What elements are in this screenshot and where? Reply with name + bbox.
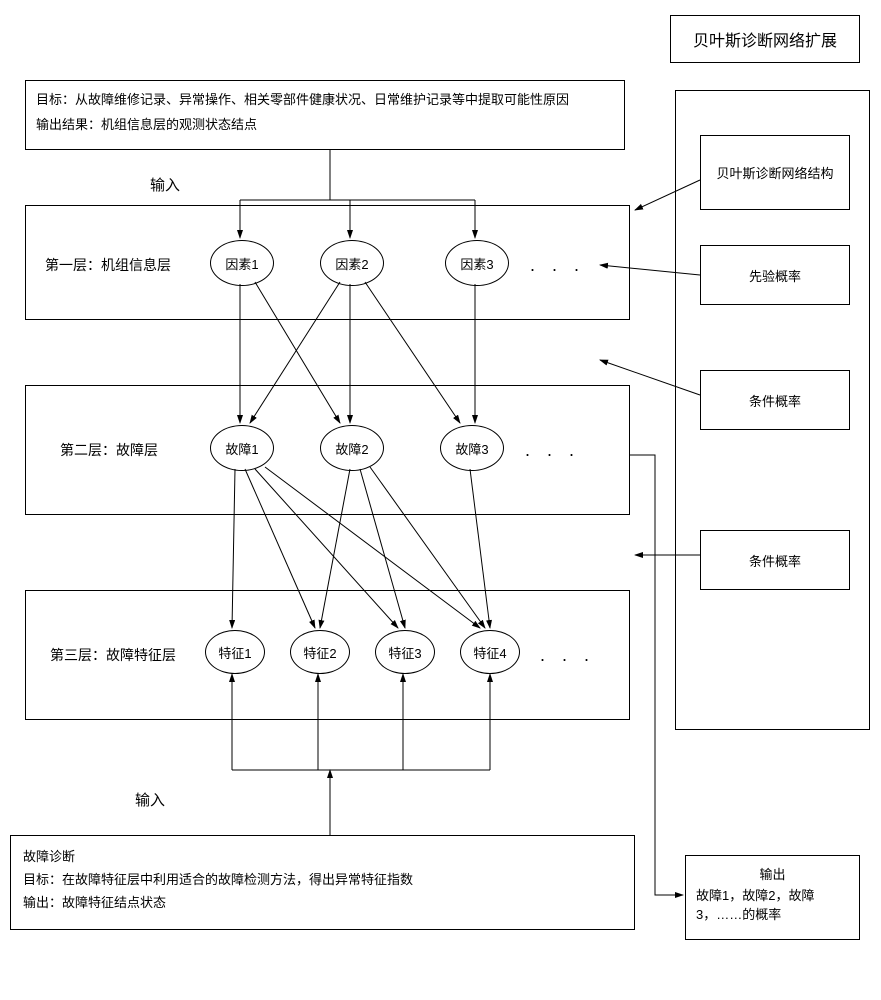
layer2-label: 第二层：故障层 bbox=[60, 440, 158, 461]
right-box1: 贝叶斯诊断网络结构 bbox=[700, 135, 850, 210]
title-box: 贝叶斯诊断网络扩展 bbox=[670, 15, 860, 63]
top-line1: 目标：从故障维修记录、异常操作、相关零部件健康状况、日常维护记录等中提取可能性原… bbox=[36, 89, 614, 108]
factor1-node: 因素1 bbox=[210, 240, 274, 286]
right-box4: 条件概率 bbox=[700, 530, 850, 590]
output-title: 输出 bbox=[696, 864, 849, 883]
feature4-node: 特征4 bbox=[460, 630, 520, 674]
input-bottom-label: 输入 bbox=[135, 790, 165, 813]
layer1-dots: . . . bbox=[530, 255, 585, 276]
input-top-label: 输入 bbox=[150, 175, 180, 198]
bottom-box: 故障诊断 目标：在故障特征层中利用适合的故障检测方法，得出异常特征指数 输出：故… bbox=[10, 835, 635, 930]
fault1-node: 故障1 bbox=[210, 425, 274, 471]
right-box3: 条件概率 bbox=[700, 370, 850, 430]
right-box2-text: 先验概率 bbox=[749, 266, 801, 285]
bottom-line1: 故障诊断 bbox=[23, 846, 622, 865]
output-body: 故障1，故障2，故障 3，……的概率 bbox=[696, 885, 849, 923]
layer3-dots: . . . bbox=[540, 645, 595, 666]
top-objective-box: 目标：从故障维修记录、异常操作、相关零部件健康状况、日常维护记录等中提取可能性原… bbox=[25, 80, 625, 150]
title-text: 贝叶斯诊断网络扩展 bbox=[693, 27, 837, 51]
factor2-node: 因素2 bbox=[320, 240, 384, 286]
bottom-line3: 输出：故障特征结点状态 bbox=[23, 892, 622, 911]
layer1-label: 第一层：机组信息层 bbox=[45, 255, 171, 276]
right-box4-text: 条件概率 bbox=[749, 551, 801, 570]
right-box1-text: 贝叶斯诊断网络结构 bbox=[716, 163, 833, 182]
fault2-node: 故障2 bbox=[320, 425, 384, 471]
fault3-node: 故障3 bbox=[440, 425, 504, 471]
factor3-node: 因素3 bbox=[445, 240, 509, 286]
feature2-node: 特征2 bbox=[290, 630, 350, 674]
layer3-label: 第三层：故障特征层 bbox=[50, 645, 176, 666]
layer2-dots: . . . bbox=[525, 440, 580, 461]
bottom-line2: 目标：在故障特征层中利用适合的故障检测方法，得出异常特征指数 bbox=[23, 869, 622, 888]
feature1-node: 特征1 bbox=[205, 630, 265, 674]
right-box3-text: 条件概率 bbox=[749, 391, 801, 410]
top-line2: 输出结果：机组信息层的观测状态结点 bbox=[36, 114, 614, 133]
feature3-node: 特征3 bbox=[375, 630, 435, 674]
output-box: 输出 故障1，故障2，故障 3，……的概率 bbox=[685, 855, 860, 940]
right-box2: 先验概率 bbox=[700, 245, 850, 305]
